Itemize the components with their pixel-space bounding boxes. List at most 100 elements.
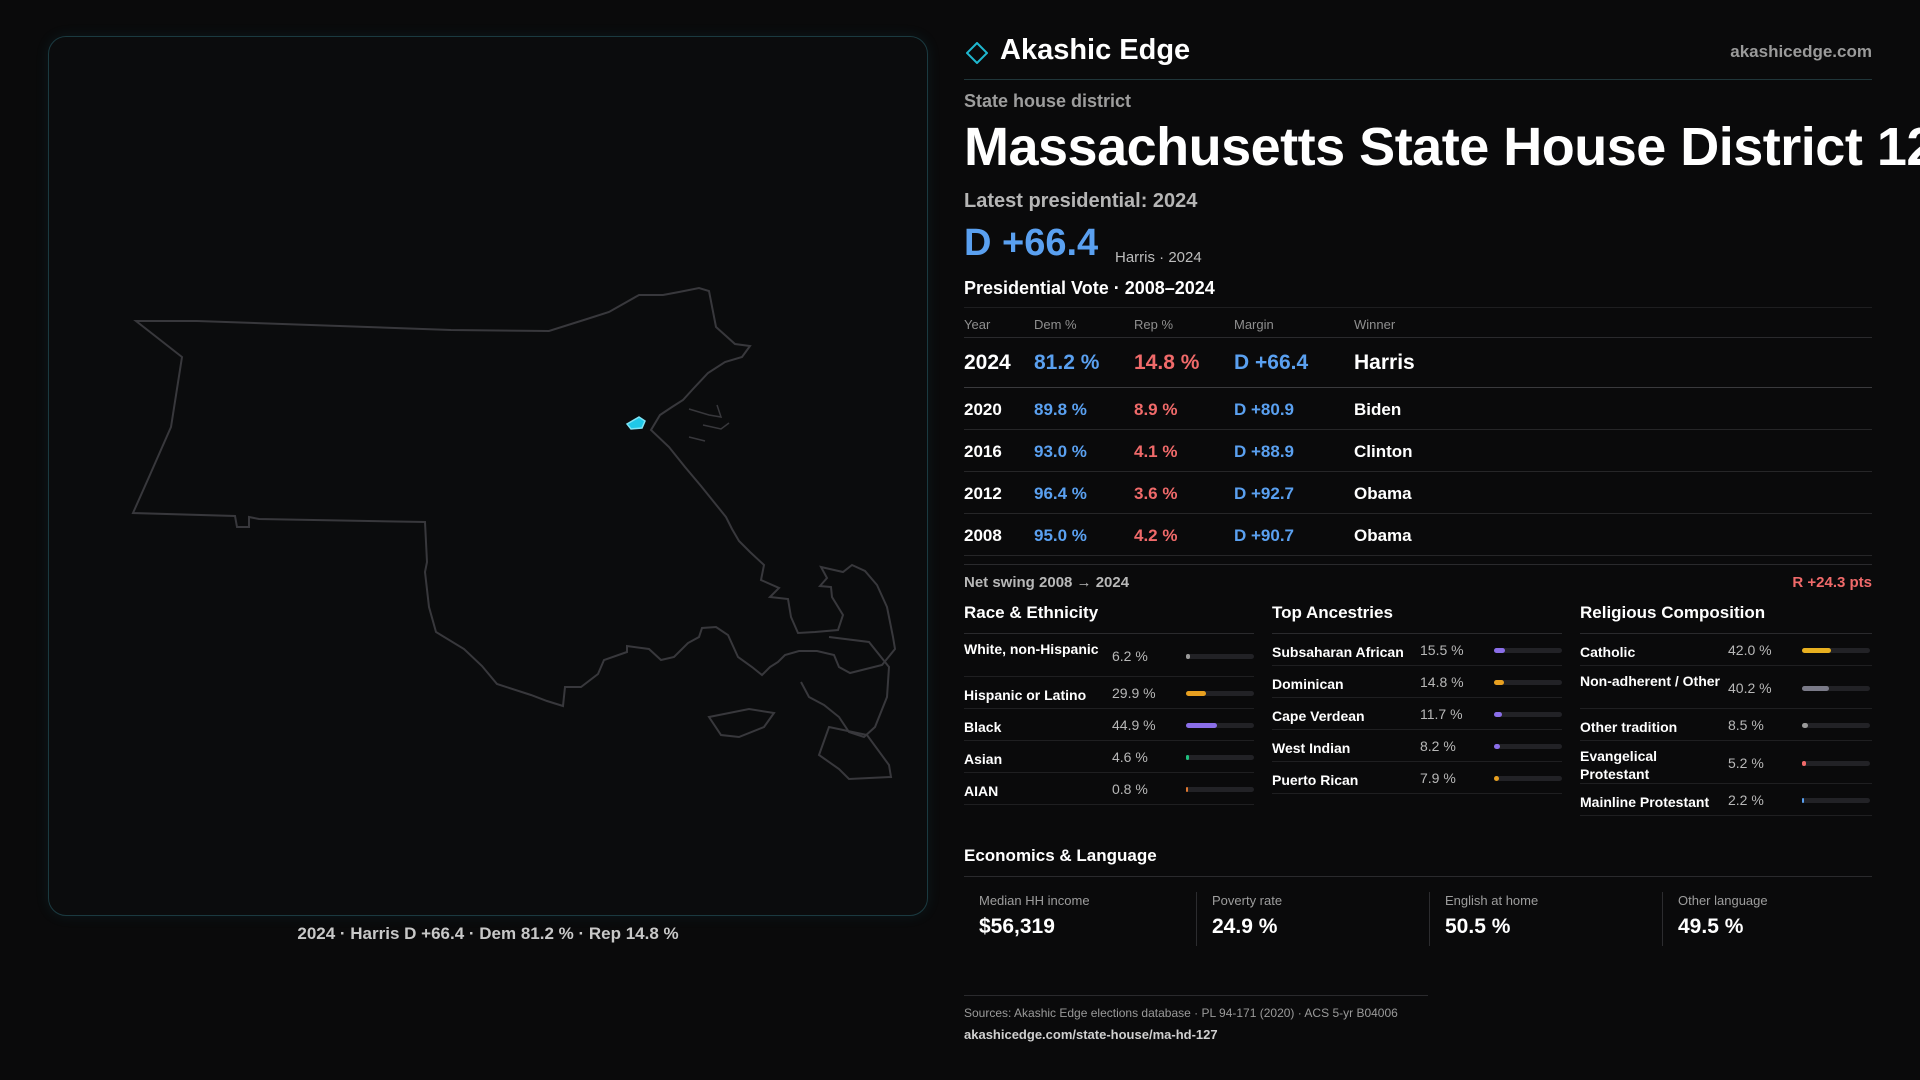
ancestry-bar-fill	[1494, 776, 1500, 781]
race-value: 6.2 %	[1112, 647, 1148, 664]
cell-dem: 95.0 %	[1034, 526, 1087, 545]
ancestry-bar-fill	[1494, 712, 1502, 717]
ancestry-value: 7.9 %	[1420, 770, 1456, 786]
ancestry-label: Subsaharan African	[1272, 644, 1404, 660]
district-shape[interactable]	[625, 416, 646, 430]
ancestry-bar-track	[1494, 712, 1562, 717]
page-title: Massachusetts State House District 127	[964, 117, 1920, 177]
race-value: 4.6 %	[1112, 749, 1148, 765]
state-outline	[131, 286, 897, 708]
religion-row: Other tradition 8.5 %	[1580, 709, 1872, 741]
sources-url[interactable]: akashicedge.com/state-house/ma-hd-127	[964, 1027, 1218, 1042]
race-value: 29.9 %	[1112, 685, 1156, 701]
religion-value: 40.2 %	[1728, 679, 1772, 696]
religion-bar-fill	[1802, 723, 1808, 728]
race-value: 44.9 %	[1112, 717, 1156, 733]
race-row: Hispanic or Latino 29.9 %	[964, 677, 1254, 709]
net-swing: Net swing 2008 → 2024 R +24.3 pts	[964, 564, 1872, 594]
district-profile: Akashic Edge akashicedge.com State house…	[964, 0, 1920, 1080]
econ-label: Median HH income	[979, 893, 1090, 908]
ancestry-row: Puerto Rican 7.9 %	[1272, 762, 1562, 794]
econ-label: English at home	[1445, 893, 1539, 908]
race-label: Hispanic or Latino	[964, 687, 1087, 703]
header-dem: Dem %	[1034, 317, 1077, 332]
cell-year: 2012	[964, 484, 1002, 503]
cell-winner: Clinton	[1354, 442, 1413, 461]
table-row: 2008 95.0 % 4.2 % D +90.7 Obama	[964, 514, 1872, 556]
cell-margin: D +90.7	[1234, 526, 1295, 545]
religion-bar-track	[1802, 798, 1870, 803]
race-bar-track	[1186, 723, 1254, 728]
econ-poverty-rate: Poverty rate 24.9 %	[1196, 892, 1428, 946]
ancestry-row: Cape Verdean 11.7 %	[1272, 698, 1562, 730]
brand-name[interactable]: Akashic Edge	[1000, 34, 1191, 66]
ancestry-value: 15.5 %	[1420, 642, 1464, 658]
cell-winner: Obama	[1354, 484, 1412, 503]
cell-year: 2008	[964, 526, 1002, 545]
race-row: AIAN 0.8 %	[964, 773, 1254, 805]
race-value: 0.8 %	[1112, 781, 1148, 797]
religion-value: 42.0 %	[1728, 642, 1772, 658]
race-bar-fill	[1186, 653, 1191, 659]
ancestry-bar-fill	[1494, 648, 1505, 653]
ancestry-value: 11.7 %	[1420, 706, 1463, 722]
religious-composition-title: Religious Composition	[1580, 602, 1872, 634]
ancestry-value: 14.8 %	[1420, 674, 1464, 690]
ancestry-bar-fill	[1494, 744, 1500, 749]
presidential-vote-title: Presidential Vote · 2008–2024	[964, 278, 1215, 298]
religion-label: Non-adherent / Other	[1580, 673, 1721, 689]
religious-composition-section: Religious Composition Catholic 42.0 % Non-…	[1580, 602, 1872, 816]
net-swing-value: R +24.3 pts	[1792, 574, 1872, 591]
massachusetts-map	[131, 286, 897, 781]
table-row: 2012 96.4 % 3.6 % D +92.7 Obama	[964, 472, 1872, 514]
econ-other-language: Other language 49.5 %	[1662, 892, 1872, 946]
ancestry-row: West Indian 8.2 %	[1272, 730, 1562, 762]
religion-bar-fill	[1802, 648, 1831, 653]
religion-label: Evangelical Protestant	[1580, 748, 1658, 782]
econ-label: Other language	[1678, 893, 1768, 908]
religion-bar-track	[1802, 648, 1870, 653]
race-ethnicity-title: Race & Ethnicity	[964, 602, 1254, 634]
brand-url[interactable]: akashicedge.com	[1730, 42, 1872, 61]
net-swing-label: Net swing 2008 → 2024	[964, 574, 1130, 591]
ancestry-bar-fill	[1494, 680, 1505, 685]
ancestry-bar-track	[1494, 776, 1562, 781]
ancestry-label: Dominican	[1272, 676, 1344, 692]
ancestry-row: Dominican 14.8 %	[1272, 666, 1562, 698]
header: Akashic Edge akashicedge.com	[964, 32, 1872, 80]
map-caption: 2024 · Harris D +66.4 · Dem 81.2 % · Rep…	[297, 924, 679, 943]
religion-bar-track	[1802, 723, 1870, 728]
cell-dem: 93.0 %	[1034, 442, 1087, 461]
religion-label: Catholic	[1580, 644, 1636, 660]
cell-margin: D +80.9	[1234, 400, 1295, 419]
race-row: Asian 4.6 %	[964, 741, 1254, 773]
econ-value: 49.5 %	[1678, 915, 1744, 938]
religion-label: Mainline Protestant	[1580, 794, 1710, 810]
religion-row: Mainline Protestant 2.2 %	[1580, 784, 1872, 816]
econ-value: $56,319	[979, 915, 1055, 938]
cell-year: 2024	[964, 351, 1011, 374]
religion-bar-track	[1802, 760, 1870, 766]
cape-cod-outline	[800, 636, 891, 739]
ancestry-label: West Indian	[1272, 740, 1351, 756]
cell-rep: 14.8 %	[1134, 351, 1200, 374]
table-row: 2016 93.0 % 4.1 % D +88.9 Clinton	[964, 430, 1872, 472]
top-ancestries-title: Top Ancestries	[1272, 602, 1562, 634]
ancestry-label: Puerto Rican	[1272, 772, 1359, 788]
race-bar-fill	[1186, 723, 1217, 728]
race-bar-fill	[1186, 755, 1190, 760]
harbor-detail	[688, 404, 730, 442]
cell-winner: Harris	[1354, 351, 1415, 374]
race-label: White, non-Hispanic	[964, 641, 1099, 657]
cell-rep: 4.2 %	[1134, 526, 1178, 545]
race-row: Black 44.9 %	[964, 709, 1254, 741]
race-label: Black	[964, 719, 1002, 735]
ancestry-bar-track	[1494, 648, 1562, 653]
district-map[interactable]	[48, 36, 928, 916]
econ-english-at-home: English at home 50.5 %	[1429, 892, 1661, 946]
race-row: White, non-Hispanic 6.2 %	[964, 634, 1254, 677]
latest-presidential-label: Latest presidential: 2024	[964, 190, 1198, 212]
headline-margin: D +66.4	[964, 222, 1099, 264]
header-margin: Margin	[1234, 317, 1274, 332]
religion-bar-fill	[1802, 760, 1806, 766]
